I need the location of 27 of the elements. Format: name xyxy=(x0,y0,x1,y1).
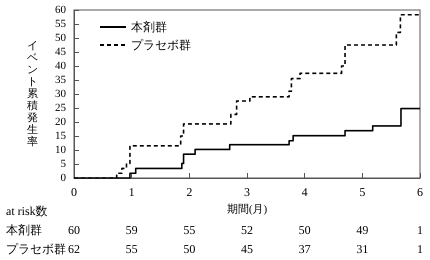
x-axis-title: 期間(月) xyxy=(226,204,268,216)
x-tick-label: 4 xyxy=(302,185,308,199)
y-tick-label: 50 xyxy=(55,32,66,44)
y-tick-label: 15 xyxy=(55,130,66,142)
text: at risk数 xyxy=(6,204,48,218)
y-tick-label: 10 xyxy=(55,144,66,156)
y-tick-label: 40 xyxy=(55,60,66,72)
legend-label: 本剤群 xyxy=(131,20,167,34)
y-tick-label: 35 xyxy=(55,74,66,86)
x-tick-label: 1 xyxy=(128,185,135,199)
x-tick-label: 5 xyxy=(359,185,366,199)
x-tick-label: 0 xyxy=(71,185,77,199)
text: イベント累積発生率 xyxy=(27,40,38,148)
y-tick-label: 0 xyxy=(60,172,66,184)
x-tick-label: 2 xyxy=(186,185,192,199)
y-tick-label: 5 xyxy=(60,158,66,170)
legend-label: プラセボ群 xyxy=(131,38,191,52)
y-tick-label: 60 xyxy=(55,4,66,16)
y-tick-label: 30 xyxy=(55,88,66,100)
text: 本剤群 60 59 55 52 50 49 1 xyxy=(6,223,423,237)
x-tick-label: 6 xyxy=(417,185,423,199)
y-tick-label: 45 xyxy=(55,46,66,58)
x-tick-label: 3 xyxy=(244,185,250,199)
y-tick-label: 25 xyxy=(55,102,66,114)
y-tick-label: 55 xyxy=(55,18,66,30)
y-tick-label: 20 xyxy=(55,116,66,128)
text: プラセボ群 62 55 50 45 37 31 1 xyxy=(6,242,423,256)
